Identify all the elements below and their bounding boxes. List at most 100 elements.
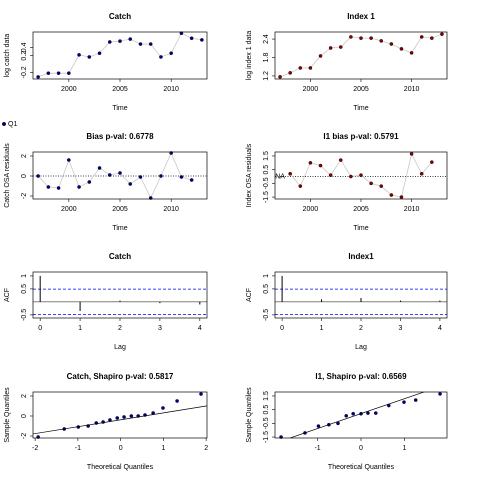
data-point <box>36 174 40 178</box>
data-point <box>318 54 323 58</box>
x-tick-label: 3 <box>158 325 162 332</box>
x-tick-label: 1 <box>320 325 324 332</box>
data-point <box>200 38 204 42</box>
legend-label: Q1 <box>8 121 17 128</box>
y-tick-label: 1.5 <box>263 151 270 161</box>
data-point <box>379 184 384 188</box>
x-tick-label: 4 <box>438 325 442 332</box>
data-point <box>328 173 333 177</box>
data-point <box>128 182 133 186</box>
data-point <box>369 36 373 40</box>
plot-frame <box>274 151 448 200</box>
data-point <box>373 411 378 415</box>
data-point <box>316 424 321 428</box>
y-tick-label: 2.4 <box>263 34 270 44</box>
data-point <box>349 174 353 179</box>
y-tick-label: 0 <box>21 174 28 178</box>
data-point <box>359 173 363 177</box>
data-point <box>318 163 323 168</box>
x-tick-label: 2010 <box>163 86 179 93</box>
data-point <box>161 406 165 410</box>
data-point <box>179 31 184 36</box>
data-point <box>189 178 194 182</box>
data-point <box>399 47 404 51</box>
data-point <box>175 399 179 403</box>
series-line <box>37 151 192 199</box>
data-point <box>56 71 61 75</box>
panel-title: Index1 <box>348 252 374 261</box>
panel: Catch Time log catch data 2000 2005 2010 -0.2 0… <box>4 12 208 112</box>
data-point <box>67 158 71 162</box>
panel: Index1 Lag ACF 0 1 2 3 4 -0.5 0.5 1 <box>246 252 448 351</box>
x-tick-label: 2010 <box>404 86 420 93</box>
data-point <box>67 71 71 75</box>
data-point <box>115 416 120 420</box>
data-point <box>77 185 81 189</box>
data-point <box>438 392 442 396</box>
data-point <box>379 39 384 43</box>
data-point <box>430 36 434 40</box>
series-line <box>279 33 443 78</box>
x-axis-label: Time <box>112 225 127 232</box>
x-tick-label: 4 <box>198 325 202 332</box>
data-point <box>148 42 153 46</box>
data-point <box>118 171 122 175</box>
y-axis-label: ACF <box>4 288 11 302</box>
qq-line <box>33 405 207 435</box>
y-tick-label: 0.5 <box>21 284 28 294</box>
x-tick-label: 2000 <box>61 206 77 213</box>
data-point <box>288 171 292 176</box>
x-tick-label: 1 <box>161 445 165 452</box>
data-point <box>169 51 173 56</box>
data-point <box>159 174 163 178</box>
data-point <box>430 160 434 164</box>
y-axis-label: Index OSA residuals <box>246 143 253 207</box>
data-point <box>189 36 194 41</box>
x-tick-label: 2 <box>118 325 122 332</box>
y-tick-label: -0.5 <box>263 177 270 189</box>
data-point <box>87 180 92 184</box>
y-tick-label: -0.5 <box>263 309 270 321</box>
x-tick-label: 2005 <box>112 206 128 213</box>
panel-title: Catch <box>109 12 131 21</box>
x-axis-label: Theoretical Quantiles <box>328 464 395 471</box>
data-point <box>107 173 112 177</box>
x-tick-label: 2 <box>359 325 363 332</box>
data-point <box>46 71 51 75</box>
plot-frame <box>274 31 448 80</box>
x-tick-label: 2000 <box>303 86 319 93</box>
plot-frame <box>274 391 448 439</box>
y-axis-label: Sample Quantiles <box>246 387 253 443</box>
y-tick-label: 0.5 <box>263 165 270 175</box>
data-point <box>128 37 133 41</box>
x-tick-label: -1 <box>75 445 81 452</box>
data-point <box>129 414 134 418</box>
data-point <box>369 181 373 186</box>
data-point <box>138 175 143 179</box>
y-tick-label: 2 <box>21 394 28 398</box>
x-tick-label: 0 <box>119 445 123 452</box>
y-axis-label: ACF <box>246 288 253 302</box>
data-point <box>77 53 81 57</box>
y-axis-label: Sample Quantiles <box>4 387 11 443</box>
panel: Catch, Shapiro p-val: 0.5817 Theoretical … <box>4 372 208 471</box>
plot-frame <box>274 271 448 319</box>
x-tick-label: 2005 <box>353 206 369 213</box>
x-axis-label: Time <box>353 225 368 232</box>
annotation: NA <box>275 173 285 180</box>
y-tick-label: -0.2 <box>21 66 28 78</box>
data-point <box>409 152 414 156</box>
data-point <box>328 46 333 50</box>
data-point <box>288 71 292 75</box>
y-tick-label: 1.5 <box>263 391 270 401</box>
legend-marker <box>2 121 6 126</box>
data-point <box>351 411 355 416</box>
x-axis-label: Lag <box>355 344 367 351</box>
panel-title: Bias p-val: 0.6778 <box>86 132 154 141</box>
data-point <box>419 171 424 176</box>
data-point <box>97 51 102 56</box>
x-tick-label: 2 <box>204 445 208 452</box>
plot-frame <box>32 151 208 200</box>
x-tick-label: 0 <box>280 325 284 332</box>
